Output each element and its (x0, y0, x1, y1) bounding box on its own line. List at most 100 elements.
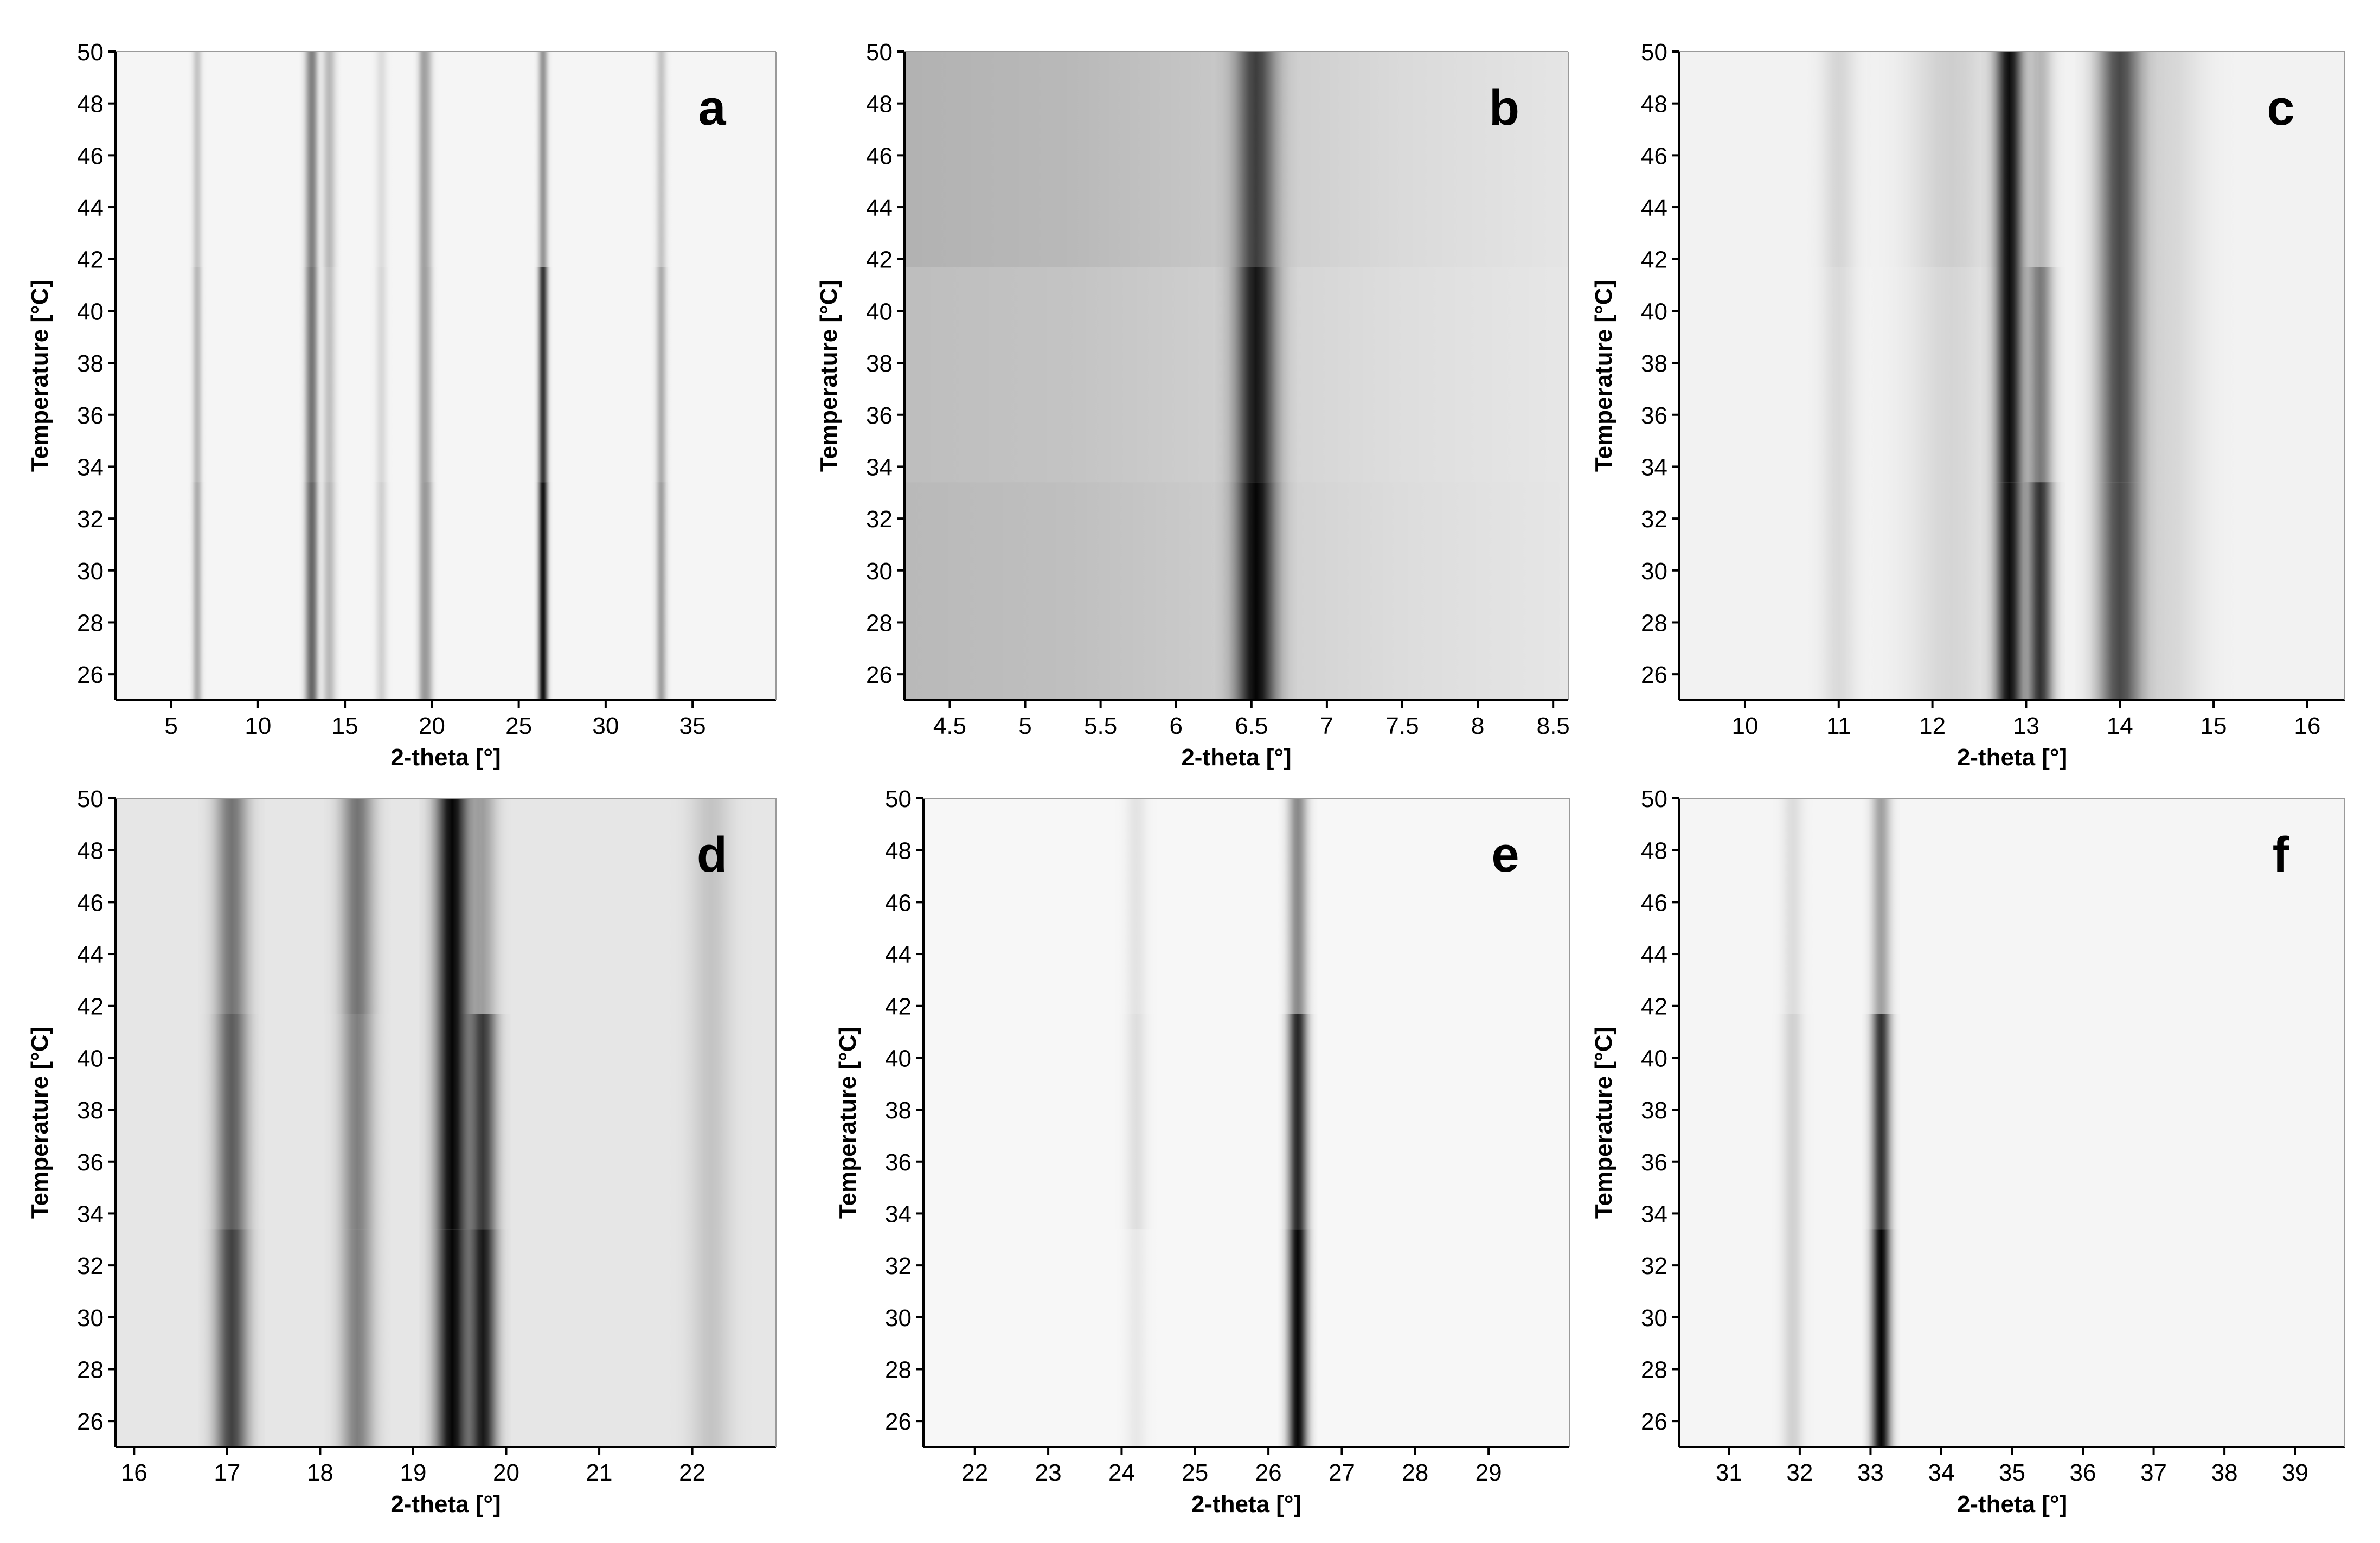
panel-d: 26 28 30 32 34 36 38 40 42 44 46 48 50 16 17 18 19 20 21 22… (27, 786, 777, 1518)
y-tick-label: 32 (77, 506, 104, 533)
peak-band (188, 52, 207, 267)
peak-band (1862, 1014, 1901, 1230)
y-tick-label: 46 (77, 143, 104, 169)
y-tick-label: 40 (885, 1045, 912, 1072)
y-tick-label: 32 (866, 506, 893, 533)
y-tick-label: 28 (77, 1356, 104, 1383)
y-tick-label: 32 (1641, 1253, 1667, 1279)
y-tick-label: 42 (885, 994, 912, 1020)
x-tick-label: 16 (121, 1459, 147, 1486)
panel-f: 26 28 30 32 34 36 38 40 42 44 46 48 50 31 32 33 34 35 36 37… (1590, 786, 2345, 1518)
y-tick-label: 48 (1641, 91, 1667, 118)
x-axis-label: 2-theta [°] (390, 744, 501, 771)
y-tick-label: 28 (77, 610, 104, 636)
y-tick-label: 50 (885, 786, 912, 812)
x-tick-label: 28 (1402, 1459, 1428, 1486)
y-tick-label: 30 (885, 1305, 912, 1331)
peak-band (198, 798, 266, 1014)
peak-band (418, 482, 439, 700)
heatmap-c (1679, 52, 2345, 700)
y-tick-label: 34 (866, 454, 893, 481)
y-tick-label: 48 (77, 838, 104, 865)
y-tick-label: 40 (77, 1045, 104, 1072)
y-tick-label: 32 (885, 1253, 912, 1279)
x-tick-label: 5.5 (1084, 713, 1117, 739)
y-tick-label: 34 (77, 454, 104, 481)
x-tick-label: 13 (2013, 713, 2039, 739)
peak-band (1215, 267, 1297, 483)
y-tick-label: 40 (1641, 298, 1667, 325)
peak-band (324, 1014, 391, 1230)
y-tick-label: 46 (77, 889, 104, 916)
peak-band (651, 267, 672, 483)
peak-band (651, 482, 672, 700)
peak-band (455, 1229, 511, 1447)
peak-band (188, 267, 207, 483)
peak-band (2096, 482, 2237, 700)
y-tick-label: 48 (77, 91, 104, 118)
y-tick-label: 44 (77, 195, 104, 221)
y-tick-label: 42 (866, 247, 893, 273)
y-tick-label: 46 (885, 889, 912, 916)
peak-band (370, 52, 393, 267)
panel-a: 26 28 30 32 34 36 38 40 42 44 46 48 50 5 10 15 20 25 30 35 2… (27, 39, 777, 771)
heatmap-f (1679, 798, 2345, 1447)
y-axis-label: Temperature [°C] (27, 1027, 53, 1219)
peak-band (316, 267, 343, 483)
y-tick-label: 44 (77, 942, 104, 968)
y-tick-label: 42 (77, 994, 104, 1020)
y-tick-label: 26 (885, 1408, 912, 1435)
peak-band (1771, 1229, 1814, 1447)
y-tick-label: 44 (1641, 195, 1667, 221)
peak-band (1114, 798, 1159, 1014)
peak-band (1278, 1014, 1318, 1230)
x-tick-label: 23 (1035, 1459, 1062, 1486)
peak-band (2096, 52, 2237, 267)
peak-band (1114, 1014, 1159, 1230)
y-tick-label: 38 (77, 350, 104, 377)
x-tick-label: 8.5 (1537, 713, 1570, 739)
peak-band (188, 482, 207, 700)
peak-band (2015, 52, 2066, 267)
y-tick-label: 40 (1641, 1045, 1667, 1072)
peak-band (1278, 1229, 1318, 1447)
x-tick-label: 22 (679, 1459, 705, 1486)
y-tick-label: 40 (77, 298, 104, 325)
x-tick-label: 7 (1320, 713, 1333, 739)
panel-b: 26 28 30 32 34 36 38 40 42 44 46 48 50 4.5 5 5.5 6 6.5 7 7.… (816, 39, 1570, 771)
panel-label: f (2273, 827, 2289, 882)
peak-band (418, 267, 439, 483)
x-tick-label: 38 (2211, 1459, 2238, 1486)
x-axis-label: 2-theta [°] (1191, 1491, 1301, 1518)
y-tick-label: 30 (866, 558, 893, 585)
y-tick-label: 34 (885, 1201, 912, 1227)
peak-band (534, 267, 553, 483)
x-tick-label: 6 (1169, 713, 1182, 739)
peak-band (2015, 267, 2066, 483)
x-tick-label: 16 (2294, 713, 2320, 739)
peak-band (1215, 482, 1297, 700)
y-tick-label: 30 (1641, 1305, 1667, 1331)
y-tick-label: 48 (1641, 838, 1667, 865)
y-tick-label: 30 (77, 1305, 104, 1331)
y-tick-label: 38 (866, 350, 893, 377)
x-tick-label: 10 (1731, 713, 1758, 739)
x-tick-label: 36 (2070, 1459, 2096, 1486)
y-tick-label: 48 (866, 91, 893, 118)
y-tick-label: 38 (1641, 350, 1667, 377)
y-tick-label: 28 (885, 1356, 912, 1383)
peak-band (669, 798, 753, 1014)
x-tick-label: 35 (1999, 1459, 2025, 1486)
y-tick-label: 34 (77, 1201, 104, 1227)
x-tick-label: 27 (1329, 1459, 1355, 1486)
x-tick-label: 14 (2107, 713, 2133, 739)
x-tick-label: 5 (164, 713, 177, 739)
panel-c: 26 28 30 32 34 36 38 40 42 44 46 48 50 10 11 12 13 14 15 16… (1590, 39, 2345, 771)
x-tick-label: 22 (961, 1459, 988, 1486)
y-tick-label: 42 (77, 247, 104, 273)
y-tick-label: 50 (77, 786, 104, 812)
y-tick-label: 46 (866, 143, 893, 169)
peak-band (534, 52, 553, 267)
y-tick-label: 28 (866, 610, 893, 636)
